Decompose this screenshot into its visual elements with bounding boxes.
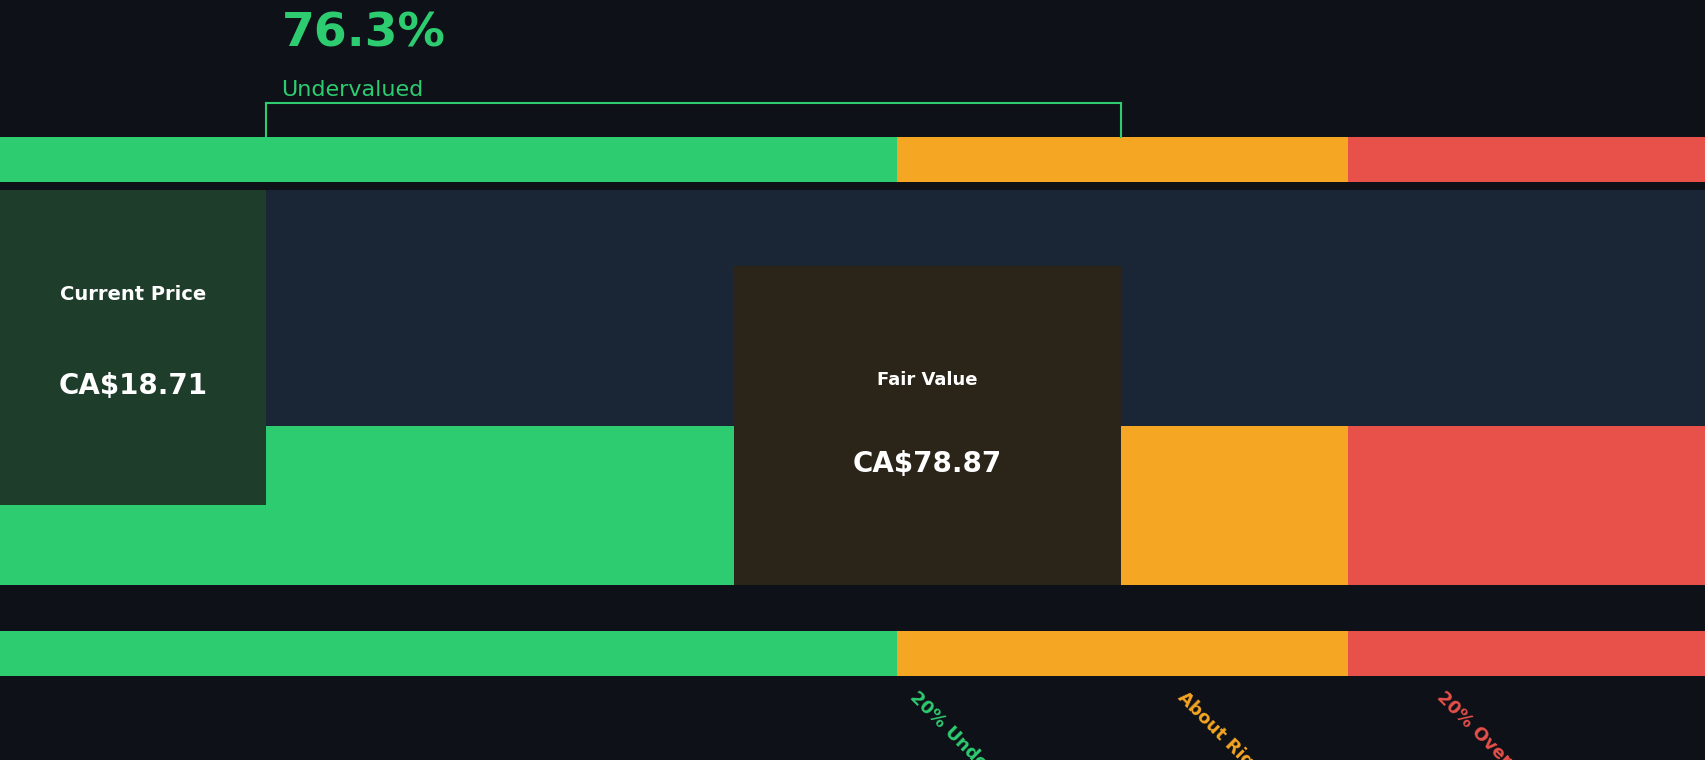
Text: CA$18.71: CA$18.71	[58, 372, 208, 400]
Text: CA$78.87: CA$78.87	[852, 450, 1001, 477]
Bar	[1347, 426, 1705, 585]
Bar	[733, 266, 1120, 585]
Bar	[1347, 137, 1705, 182]
Text: 20% Overvalued: 20% Overvalued	[1432, 688, 1562, 760]
Text: Current Price: Current Price	[60, 285, 206, 304]
Bar	[0, 190, 266, 505]
Bar	[0, 190, 1705, 585]
Bar	[897, 631, 1347, 676]
Text: Fair Value: Fair Value	[876, 371, 977, 389]
Bar	[897, 426, 1347, 585]
Text: Undervalued: Undervalued	[281, 80, 423, 100]
Bar	[0, 631, 897, 676]
Bar	[1347, 190, 1705, 350]
Bar	[1347, 631, 1705, 676]
Bar	[0, 426, 897, 585]
Text: 76.3%: 76.3%	[281, 11, 445, 56]
Bar	[0, 190, 897, 350]
Text: 20% Undervalued: 20% Undervalued	[905, 688, 1043, 760]
Bar	[897, 137, 1347, 182]
Bar	[0, 137, 897, 182]
Text: About Right: About Right	[1173, 688, 1270, 760]
Bar	[897, 190, 1347, 350]
